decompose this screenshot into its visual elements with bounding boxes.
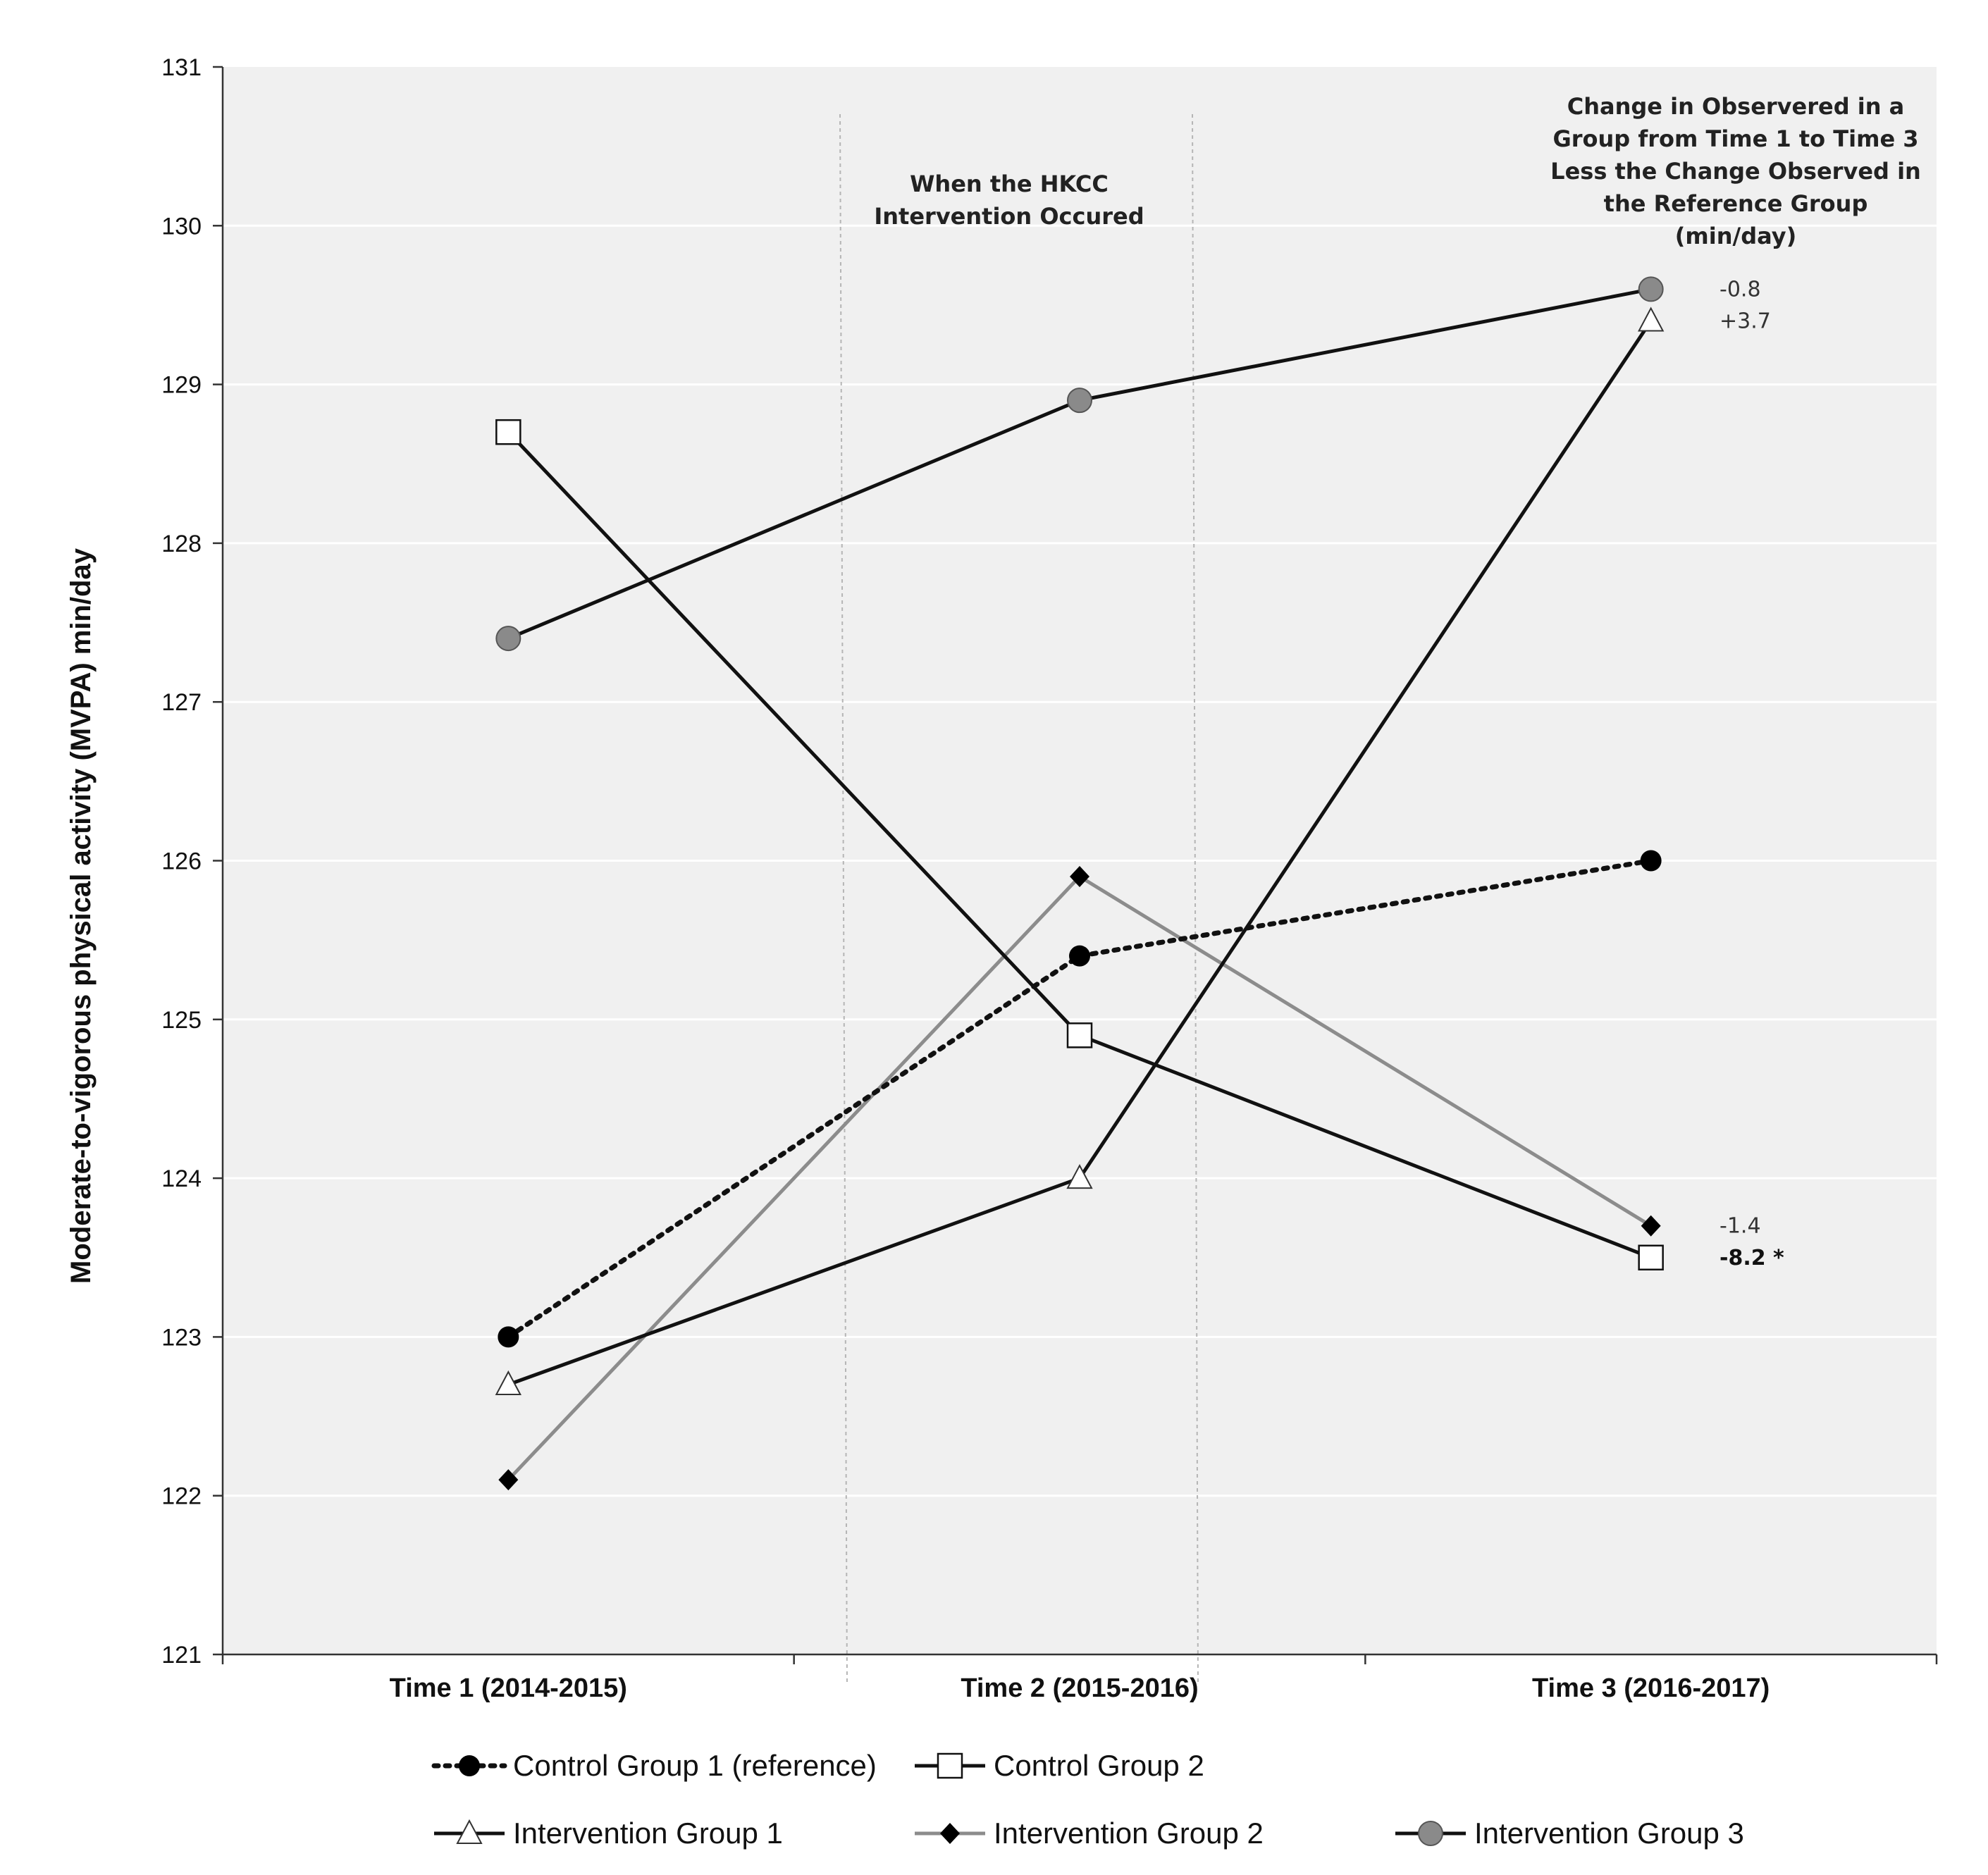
series-2-point-2 <box>1066 1022 1093 1048</box>
legend-label-1: Control Group 1 (reference) <box>513 1749 877 1782</box>
legend-label-3: Intervention Group 1 <box>513 1817 783 1850</box>
legend-label-4: Intervention Group 2 <box>994 1817 1264 1850</box>
y-tick-label-128: 128 <box>161 531 202 557</box>
series-2-point-3 <box>1638 1244 1664 1270</box>
y-tick-label-127: 127 <box>161 689 202 716</box>
y-tick-label-125: 125 <box>161 1007 202 1034</box>
series-5-end-label: -0.8 <box>1720 277 1761 302</box>
change-note-line-2: Group from Time 1 to Time 3 <box>1552 125 1918 152</box>
y-tick-label-123: 123 <box>161 1324 202 1351</box>
series-2-end-label: -8.2 * <box>1720 1246 1784 1270</box>
x-category-label-2: Time 2 (2015-2016) <box>961 1673 1198 1703</box>
y-axis-label: Moderate-to-vigorous physical activity (… <box>66 547 97 1284</box>
change-note-line-5: (min/day) <box>1675 223 1796 249</box>
series-3-point-3 <box>1638 307 1665 332</box>
legend-label-2: Control Group 2 <box>994 1749 1204 1782</box>
y-tick-label-122: 122 <box>161 1483 202 1510</box>
series-1-point-3 <box>1640 850 1662 872</box>
series-3-point-1 <box>495 1370 521 1395</box>
series-markers <box>495 276 1665 1491</box>
y-tick-label-121: 121 <box>161 1642 202 1669</box>
period-line-2 <box>1192 113 1199 1686</box>
y-axis-ticks: 121 122 123 124 125 126 127 128 129 130 131 <box>161 54 223 1669</box>
series-5-point-1 <box>495 626 521 652</box>
end-labels: -1.4 +3.7 -8.2 * -0.8 <box>1720 277 1784 1270</box>
series-5-point-3 <box>1638 276 1664 302</box>
y-tick-label-124: 124 <box>161 1165 202 1192</box>
series-3-end-label: +3.7 <box>1720 309 1771 333</box>
legend-marker-2 <box>937 1752 963 1779</box>
change-note-line-1: Change in Observered in a <box>1567 93 1905 120</box>
change-note-line-4: the Reference Group <box>1604 190 1868 217</box>
series-2-point-1 <box>495 419 521 445</box>
y-tick-label-129: 129 <box>161 372 202 399</box>
change-note-line-3: Less the Change Observed in <box>1550 158 1921 185</box>
y-tick-label-126: 126 <box>161 848 202 875</box>
y-tick-label-130: 130 <box>161 213 202 240</box>
series-3-point-2 <box>1066 1163 1093 1189</box>
y-tick-label-131: 131 <box>161 54 202 81</box>
legend-marker-1 <box>459 1755 480 1776</box>
series-1-point-1 <box>498 1326 519 1348</box>
series-4-point-3 <box>1641 1215 1661 1237</box>
legend-marker-4 <box>940 1823 960 1844</box>
x-category-label-3: Time 3 (2016-2017) <box>1532 1673 1770 1703</box>
series-5-point-2 <box>1067 388 1092 414</box>
annotations: When the HKCC Intervention Occured Change … <box>874 93 1920 249</box>
x-category-label-1: Time 1 (2014-2015) <box>390 1673 627 1703</box>
series-4-end-label: -1.4 <box>1720 1214 1761 1239</box>
period-line-1 <box>839 113 848 1686</box>
series-1-point-2 <box>1069 945 1090 967</box>
legend-marker-5 <box>1418 1821 1443 1846</box>
x-axis-ticks: Time 1 (2014-2015) Time 2 (2015-2016) Time… <box>221 1654 1938 1703</box>
series-4-point-2 <box>1070 866 1089 888</box>
intervention-period-markers <box>839 113 1199 1686</box>
legend-label-5: Intervention Group 3 <box>1474 1817 1744 1850</box>
legend: Control Group 1 (reference) Control Group… <box>431 1749 1744 1850</box>
series-4-point-1 <box>498 1469 519 1491</box>
intervention-note-line-1: When the HKCC <box>910 171 1109 197</box>
legend-marker-3 <box>456 1819 483 1844</box>
intervention-note-line-2: Intervention Occured <box>874 203 1144 230</box>
